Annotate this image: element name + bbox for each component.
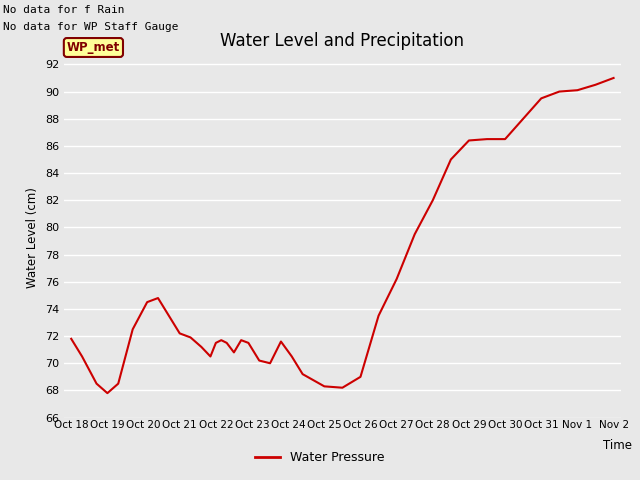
Text: WP_met: WP_met <box>67 41 120 54</box>
Y-axis label: Water Level (cm): Water Level (cm) <box>26 187 39 288</box>
Title: Water Level and Precipitation: Water Level and Precipitation <box>220 33 465 50</box>
Text: No data for f Rain: No data for f Rain <box>3 5 125 15</box>
Text: No data for WP Staff Gauge: No data for WP Staff Gauge <box>3 22 179 32</box>
X-axis label: Time: Time <box>603 439 632 452</box>
Legend: Water Pressure: Water Pressure <box>250 446 390 469</box>
